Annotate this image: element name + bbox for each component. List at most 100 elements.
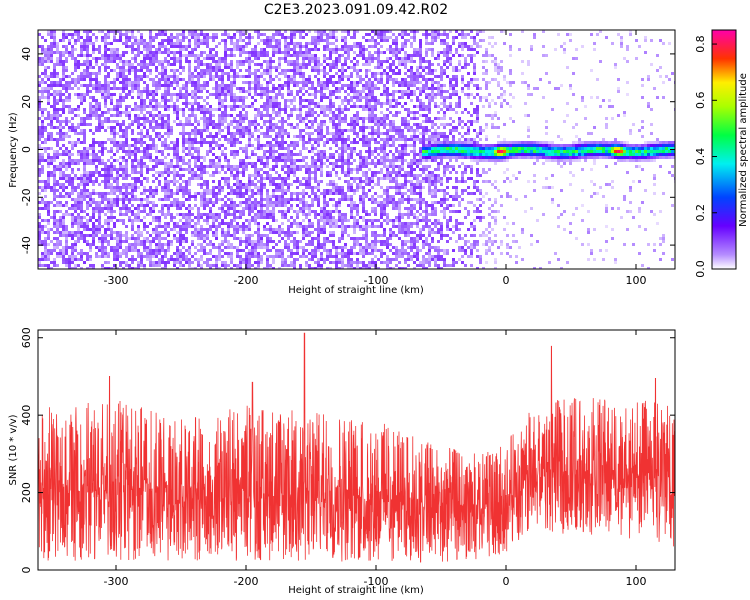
spectrogram-cell [326,258,329,261]
spectrogram-cell [167,225,170,228]
spectrogram-cell [65,135,68,138]
spectrogram-cell [41,147,44,150]
spectrogram-cell [59,255,62,258]
spectrogram-cell [44,117,47,120]
spectrogram-cell [74,258,77,261]
spectrogram-cell [203,198,206,201]
spectrogram-cell [188,72,191,75]
spectrogram-cell [176,198,179,201]
spectrogram-cell [230,75,233,78]
spectrogram-cell [302,129,305,132]
spectrogram-cell [116,189,119,192]
spectrogram-cell [194,234,197,237]
spectrogram-cell [218,165,221,168]
spectrogram-cell [167,42,170,45]
spectrogram-cell [221,39,224,42]
spectrogram-cell [158,219,161,222]
spectrogram-cell [278,147,281,150]
spectrogram-cell [314,237,317,240]
spectrogram-cell [80,255,83,258]
spectrogram-cell [254,246,257,249]
spectrogram-cell [140,192,143,195]
spectrogram-cell [62,51,65,54]
spectrogram-cell [209,225,212,228]
spectrogram-cell [248,75,251,78]
spectrogram-cell [194,216,197,219]
spectrogram-cell [62,45,65,48]
spectrogram-cell [56,108,59,111]
spectrogram-cell [173,228,176,231]
spectrogram-cell [290,30,293,33]
spectrogram-cell [140,180,143,183]
spectrogram-cell [233,141,236,144]
spectrogram-cell [113,258,116,261]
spectrogram-cell [50,51,53,54]
spectrogram-cell [68,51,71,54]
spectrogram-cell [143,255,146,258]
spectrogram-cell [158,102,161,105]
spectrogram-cell [332,123,335,126]
spectrogram-cell [122,252,125,255]
spectrogram-cell [122,75,125,78]
spectrogram-cell [194,126,197,129]
spectrogram-cell [224,240,227,243]
spectrogram-cell [182,39,185,42]
spectrogram-cell [179,228,182,231]
spectrogram-cell [317,165,320,168]
spectrogram-cell [323,75,326,78]
spectrogram-cell [224,234,227,237]
spectrogram-cell [38,258,41,261]
spectrogram-cell [329,48,332,51]
spectrogram-cell [143,246,146,249]
spectrogram-cell [68,84,71,87]
spectrogram-cell [179,240,182,243]
spectrogram-cell [233,132,236,135]
spectrogram-cell [47,258,50,261]
spectrogram-cell [95,75,98,78]
spectrogram-cell [137,141,140,144]
spectrogram-cell [281,204,284,207]
spectrogram-cell [242,171,245,174]
spectrogram-cell [95,99,98,102]
spectrogram-cell [305,216,308,219]
spectrogram-cell [272,108,275,111]
spectrogram-cell [107,150,110,153]
spectrogram-cell [239,228,242,231]
spectrogram-cell [305,165,308,168]
spectrogram-cell [197,132,200,135]
spectrogram-cell [95,60,98,63]
spectrogram-cell [131,96,134,99]
spectrogram-cell [227,90,230,93]
spectrogram-cell [149,30,152,33]
spectrogram-cell [335,96,338,99]
spectrogram-cell [293,231,296,234]
spectrogram-cell [41,48,44,51]
spectrogram-cell [128,267,131,269]
spectrogram-cell [206,234,209,237]
spectrogram-cell [158,210,161,213]
spectrogram-cell [212,195,215,198]
spectrogram-cell [323,216,326,219]
spectrogram-cell [128,243,131,246]
spectrogram-cell [314,66,317,69]
spectrogram-cell [239,162,242,165]
spectrogram-cell [257,81,260,84]
spectrogram-cell [80,42,83,45]
spectrogram-cell [47,66,50,69]
spectrogram-cell [224,93,227,96]
spectrogram-cell [191,174,194,177]
spectrogram-cell [272,147,275,150]
spectrogram-cell [308,54,311,57]
spectrogram-cell [110,42,113,45]
spectrogram-cell [134,36,137,39]
spectrogram-cell [152,144,155,147]
spectrogram-cell [287,243,290,246]
spectrogram-cell [233,117,236,120]
spectrogram-cell [293,144,296,147]
spectrogram-cell [164,237,167,240]
spectrogram-cell [239,75,242,78]
spectrogram-cell [86,213,89,216]
spectrogram-cell [185,237,188,240]
spectrogram-cell [290,54,293,57]
spectrogram-cell [71,54,74,57]
